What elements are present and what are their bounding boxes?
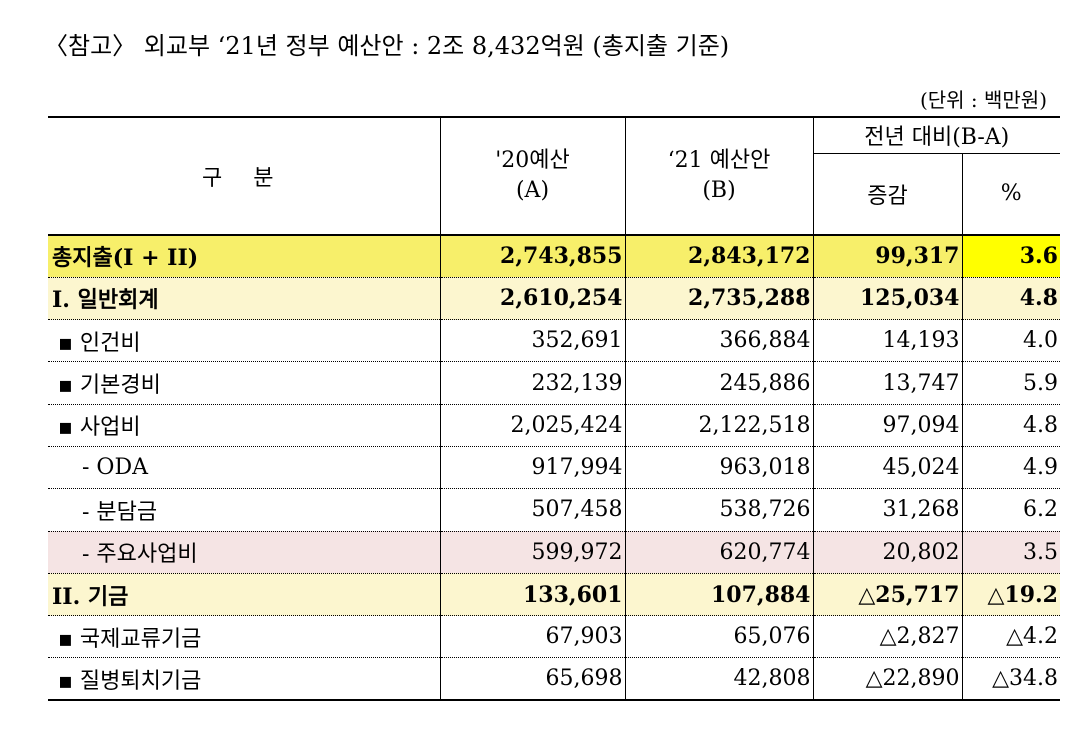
value-pct: 4.8 bbox=[961, 403, 1060, 447]
value-a: 67,903 bbox=[439, 615, 625, 658]
value-pct: △19.2 bbox=[961, 572, 1060, 616]
header-text: 구 분 bbox=[202, 166, 286, 191]
table-row: ▪ 사업비 2,025,424 2,122,518 97,094 4.8 bbox=[48, 403, 1060, 447]
header-col-b: ‘21 예산안 (B) bbox=[624, 116, 813, 235]
table-body: 총지출(I + II) 2,743,855 2,843,172 99,317 3.6 I.… bbox=[48, 233, 1060, 702]
value-b: 963,018 bbox=[624, 445, 813, 489]
header-text: (B) bbox=[702, 178, 736, 203]
value-pct: 3.6 bbox=[961, 233, 1060, 278]
table-row: ▪ 인건비 352,691 366,884 14,193 4.0 bbox=[48, 319, 1060, 362]
value-b: 2,843,172 bbox=[624, 233, 813, 278]
header-text: (A) bbox=[515, 178, 550, 203]
value-a: 917,994 bbox=[439, 445, 625, 489]
row-label: - 분담금 bbox=[48, 488, 440, 532]
value-a: 65,698 bbox=[439, 657, 625, 702]
value-a: 599,972 bbox=[439, 530, 625, 574]
value-pct: 4.8 bbox=[961, 276, 1060, 320]
header-text: '20예산 bbox=[495, 148, 570, 173]
header-category: 구 분 bbox=[48, 116, 440, 235]
header-diff-group: 전년 대비(B-A) bbox=[812, 116, 1060, 154]
row-label: ▪ 기본경비 bbox=[48, 361, 440, 405]
header-pct: % bbox=[961, 153, 1060, 235]
row-label: ▪ 국제교류기금 bbox=[48, 615, 440, 658]
table-row: ▪ 기본경비 232,139 245,886 13,747 5.9 bbox=[48, 361, 1060, 405]
value-pct: 3.5 bbox=[961, 530, 1060, 574]
value-b: 65,076 bbox=[624, 615, 813, 658]
table-row: ▪ 국제교류기금 67,903 65,076 △2,827 △4.2 bbox=[48, 615, 1060, 658]
budget-table: 구 분 '20예산 (A) ‘21 예산안 (B) 전년 대비(B-A) 증감 % … bbox=[48, 116, 1060, 702]
row-label: ▪ 질병퇴치기금 bbox=[48, 657, 440, 702]
row-label: ▪ 인건비 bbox=[48, 319, 440, 362]
value-pct: △34.8 bbox=[961, 657, 1060, 702]
value-pct: 4.9 bbox=[961, 445, 1060, 489]
value-pct: 5.9 bbox=[961, 361, 1060, 405]
value-b: 42,808 bbox=[624, 657, 813, 702]
value-b: 107,884 bbox=[624, 572, 813, 616]
value-a: 133,601 bbox=[439, 572, 625, 616]
table-row: I. 일반회계 2,610,254 2,735,288 125,034 4.8 bbox=[48, 276, 1060, 320]
value-diff: 97,094 bbox=[812, 403, 962, 447]
row-label: I. 일반회계 bbox=[48, 276, 440, 320]
value-b: 2,735,288 bbox=[624, 276, 813, 320]
header-diff: 증감 bbox=[812, 153, 962, 235]
value-diff: 13,747 bbox=[812, 361, 962, 405]
table-row: 총지출(I + II) 2,743,855 2,843,172 99,317 3.6 bbox=[48, 233, 1060, 278]
table-row: - ODA 917,994 963,018 45,024 4.9 bbox=[48, 445, 1060, 489]
row-label: - ODA bbox=[48, 445, 440, 489]
row-label: ▪ 사업비 bbox=[48, 403, 440, 447]
row-label: - 주요사업비 bbox=[48, 530, 440, 574]
header-text: ‘21 예산안 bbox=[667, 148, 771, 173]
value-a: 352,691 bbox=[439, 319, 625, 362]
table-row: ▪ 질병퇴치기금 65,698 42,808 △22,890 △34.8 bbox=[48, 657, 1060, 702]
value-a: 2,743,855 bbox=[439, 233, 625, 278]
value-diff: 99,317 bbox=[812, 233, 962, 278]
table-row: - 주요사업비 599,972 620,774 20,802 3.5 bbox=[48, 530, 1060, 574]
value-diff: △2,827 bbox=[812, 615, 962, 658]
value-a: 507,458 bbox=[439, 488, 625, 532]
value-pct: 6.2 bbox=[961, 488, 1060, 532]
title: 〈참고〉 외교부 ‘21년 정부 예산안 : 2조 8,432억원 (총지출 기… bbox=[44, 32, 730, 60]
value-b: 620,774 bbox=[624, 530, 813, 574]
value-b: 245,886 bbox=[624, 361, 813, 405]
table-row: - 분담금 507,458 538,726 31,268 6.2 bbox=[48, 488, 1060, 532]
row-label: 총지출(I + II) bbox=[48, 233, 440, 278]
value-diff: 31,268 bbox=[812, 488, 962, 532]
value-diff: △22,890 bbox=[812, 657, 962, 702]
row-label: II. 기금 bbox=[48, 572, 440, 616]
value-diff: △25,717 bbox=[812, 572, 962, 616]
value-pct: △4.2 bbox=[961, 615, 1060, 658]
table-row: II. 기금 133,601 107,884 △25,717 △19.2 bbox=[48, 572, 1060, 616]
value-b: 366,884 bbox=[624, 319, 813, 362]
value-a: 232,139 bbox=[439, 361, 625, 405]
value-diff: 14,193 bbox=[812, 319, 962, 362]
header-col-a: '20예산 (A) bbox=[439, 116, 625, 235]
value-diff: 45,024 bbox=[812, 445, 962, 489]
value-pct: 4.0 bbox=[961, 319, 1060, 362]
value-a: 2,025,424 bbox=[439, 403, 625, 447]
value-a: 2,610,254 bbox=[439, 276, 625, 320]
value-diff: 20,802 bbox=[812, 530, 962, 574]
value-diff: 125,034 bbox=[812, 276, 962, 320]
value-b: 538,726 bbox=[624, 488, 813, 532]
value-b: 2,122,518 bbox=[624, 403, 813, 447]
unit: (단위 : 백만원) bbox=[919, 88, 1047, 112]
